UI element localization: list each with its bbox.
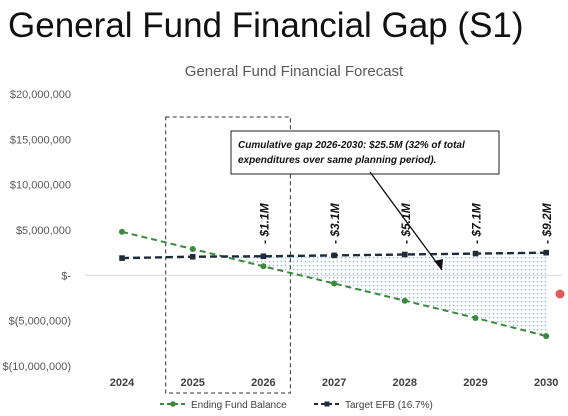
data-point [189,246,196,253]
data-point [260,253,267,260]
data-point [119,255,125,261]
y-tick-label: $(5,000,000) [9,316,71,328]
gap-label: - $9.2M [540,202,554,244]
annotation-arrowhead [434,259,443,270]
gap-shaded-area [223,252,547,337]
y-tick-label: $(10,000,000) [3,361,72,373]
x-tick-label: 2026 [251,377,275,389]
gap-label: - $5.1M [399,202,413,244]
x-axis-ticks: 2024 2025 2026 2027 2028 2029 2030 [110,377,559,389]
gap-label: - $7.1M [470,202,484,244]
annotation-line-1: Cumulative gap 2026-2030: $25.5M (32% of… [238,140,465,151]
data-point [260,263,267,270]
y-tick-label: $15,000,000 [10,134,71,146]
annotation-arrow [369,171,443,271]
legend: Ending Fund Balance Target EFB (16.7%) [160,400,433,411]
x-tick-label: 2030 [534,377,558,389]
gap-labels: - $1.1M - $3.1M - $5.1M - $7.1M - $9.2M [257,202,554,244]
slide-title: General Fund Financial Gap (S1) [8,6,524,45]
y-tick-label: $10,000,000 [10,180,71,192]
x-tick-label: 2029 [463,377,487,389]
series-layer [119,228,550,340]
y-axis-ticks: $20,000,000 $15,000,000 $10,000,000 $5,000,… [3,89,72,373]
data-point [472,250,479,257]
legend-swatch-marker [324,401,330,407]
data-point [331,280,338,287]
x-tick-label: 2027 [322,377,346,389]
data-point [402,251,408,258]
x-tick-label: 2024 [110,377,135,389]
annotation-line-2: expenditures over same planning period). [238,155,436,166]
x-tick-label: 2028 [393,377,417,389]
data-point [119,228,125,235]
y-tick-label: $20,000,000 [10,89,71,101]
y-tick-label: $5,000,000 [16,225,71,237]
gap-annotation: Cumulative gap 2026-2030: $25.5M (32% of… [230,130,500,271]
annotation-box [230,130,500,175]
data-point [401,297,408,304]
gap-label: - $1.1M [257,202,271,244]
pointer-indicator [555,289,565,299]
legend-item-ending-fund-balance: Ending Fund Balance [160,400,287,411]
data-point [331,252,337,259]
x-tick-label: 2025 [180,377,204,389]
data-point [472,314,479,321]
legend-label-target-efb: Target EFB (16.7%) [345,400,433,411]
chart-title: General Fund Financial Forecast [185,63,404,80]
legend-item-target-efb: Target EFB (16.7%) [314,400,433,411]
gap-label: - $3.1M [328,202,342,244]
data-point [189,253,196,260]
legend-swatch-marker [170,401,176,407]
data-point [543,333,550,340]
y-tick-label: $- [61,270,71,282]
legend-label-ending-fund-balance: Ending Fund Balance [191,400,287,411]
data-point [543,249,549,256]
